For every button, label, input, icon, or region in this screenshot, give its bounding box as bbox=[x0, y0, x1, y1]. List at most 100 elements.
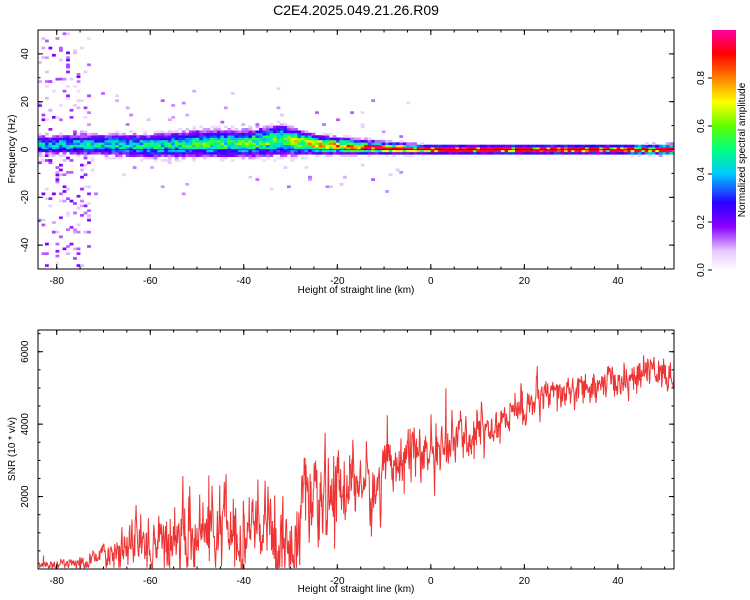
heat-cell bbox=[364, 142, 368, 145]
heat-cell bbox=[83, 156, 88, 160]
heat-cell bbox=[90, 139, 95, 143]
heat-cell bbox=[87, 147, 91, 150]
heat-cell bbox=[623, 149, 628, 153]
heat-cell bbox=[269, 154, 274, 157]
heat-cell bbox=[45, 70, 49, 74]
heat-cell bbox=[59, 46, 63, 50]
heat-cell bbox=[269, 130, 274, 134]
heat-cell bbox=[129, 137, 133, 141]
heat-cell bbox=[311, 142, 316, 145]
heat-cell bbox=[87, 230, 91, 234]
heat-cell bbox=[630, 154, 635, 157]
heat-cell bbox=[59, 104, 63, 107]
heat-cell bbox=[283, 149, 288, 153]
heat-cell bbox=[59, 199, 63, 203]
heat-cell bbox=[343, 144, 347, 148]
heat-cell bbox=[546, 151, 551, 155]
snr-ylabel: SNR (10 * v/v) bbox=[7, 417, 18, 481]
heat-cell bbox=[73, 85, 77, 88]
heat-cell bbox=[325, 135, 330, 138]
heat-cell bbox=[518, 144, 523, 148]
heat-cell bbox=[490, 151, 495, 155]
heat-cell bbox=[413, 151, 418, 155]
heat-cell bbox=[269, 142, 274, 145]
heat-cell bbox=[280, 125, 284, 129]
heat-cell bbox=[185, 142, 190, 145]
heat-cell bbox=[262, 151, 267, 155]
heat-cell bbox=[227, 151, 232, 155]
heat-cell bbox=[192, 147, 197, 150]
heat-cell bbox=[90, 135, 95, 138]
heat-cell bbox=[665, 142, 670, 145]
heat-cell bbox=[59, 118, 63, 122]
heat-cell bbox=[290, 147, 295, 150]
heat-cell bbox=[132, 142, 137, 145]
heat-cell bbox=[48, 151, 53, 155]
heat-cell bbox=[146, 118, 151, 122]
heat-cell bbox=[388, 149, 393, 153]
heat-cell bbox=[122, 142, 126, 145]
heat-cell bbox=[234, 130, 239, 134]
heat-cell bbox=[139, 137, 144, 141]
heat-cell bbox=[41, 149, 46, 153]
heat-cell bbox=[560, 144, 565, 148]
heat-cell bbox=[83, 70, 88, 74]
heat-cell bbox=[343, 139, 347, 143]
heat-cell bbox=[322, 147, 326, 150]
heat-cell bbox=[511, 149, 516, 153]
heat-cell bbox=[66, 70, 70, 74]
heat-cell bbox=[213, 135, 218, 138]
heat-cell bbox=[122, 139, 126, 143]
heat-cell bbox=[388, 142, 393, 145]
heat-cell bbox=[283, 151, 288, 155]
heat-cell bbox=[38, 61, 42, 64]
heat-cell bbox=[294, 137, 298, 141]
heat-cell bbox=[508, 149, 512, 153]
heat-cell bbox=[125, 147, 130, 150]
heat-cell bbox=[209, 147, 214, 150]
heat-cell bbox=[143, 149, 147, 153]
heat-cell bbox=[343, 137, 347, 141]
heat-cell bbox=[192, 132, 197, 136]
heat-cell bbox=[220, 132, 225, 136]
heat-cell bbox=[462, 149, 467, 153]
heat-cell bbox=[672, 151, 674, 155]
heat-cell bbox=[108, 139, 112, 143]
heat-cell bbox=[52, 230, 56, 234]
heat-cell bbox=[423, 149, 428, 153]
heat-cell bbox=[501, 151, 505, 155]
heat-cell bbox=[59, 58, 63, 62]
heat-cell bbox=[69, 199, 74, 203]
heat-cell bbox=[115, 144, 119, 148]
heat-cell bbox=[360, 123, 365, 126]
heat-cell bbox=[483, 147, 488, 150]
heat-cell bbox=[41, 142, 46, 145]
heat-cell bbox=[259, 149, 263, 153]
heat-cell bbox=[181, 135, 186, 138]
heat-cell bbox=[585, 151, 589, 155]
heat-cell bbox=[532, 151, 537, 155]
heat-cell bbox=[76, 139, 81, 143]
heat-cell bbox=[627, 144, 631, 148]
heat-cell bbox=[164, 132, 169, 136]
heat-cell bbox=[111, 137, 116, 141]
heat-cell bbox=[87, 142, 91, 145]
heat-cell bbox=[658, 154, 663, 157]
heat-cell bbox=[202, 137, 207, 141]
heat-cell bbox=[486, 149, 491, 153]
heat-cell bbox=[223, 144, 228, 148]
heat-cell bbox=[97, 149, 102, 153]
heat-cell bbox=[223, 130, 228, 134]
heat-cell bbox=[550, 144, 554, 148]
heat-cell bbox=[248, 154, 253, 157]
heat-cell bbox=[244, 142, 249, 145]
heat-cell bbox=[665, 144, 670, 148]
heat-cell bbox=[206, 151, 211, 155]
heat-cell bbox=[146, 137, 151, 141]
heat-cell bbox=[185, 137, 190, 141]
heat-cell bbox=[195, 139, 200, 143]
heat-cell bbox=[55, 135, 60, 138]
heat-cell bbox=[297, 139, 302, 143]
heat-cell bbox=[444, 149, 449, 153]
